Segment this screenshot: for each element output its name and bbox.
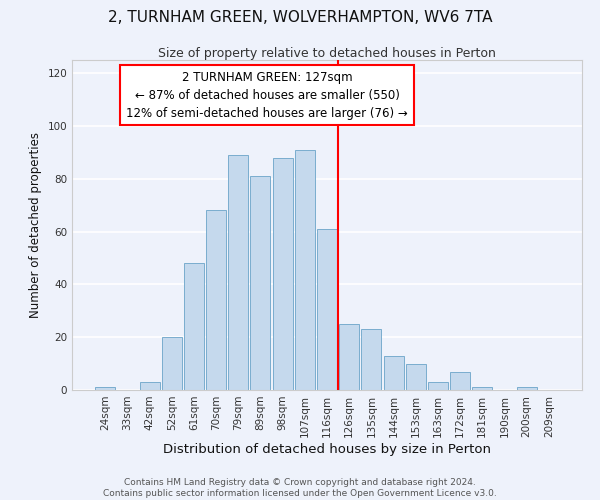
Text: Contains HM Land Registry data © Crown copyright and database right 2024.
Contai: Contains HM Land Registry data © Crown c… (103, 478, 497, 498)
Bar (361, 330, 382, 390)
Bar (272, 158, 293, 390)
Bar (339, 324, 359, 390)
Bar (184, 264, 204, 390)
Bar (228, 155, 248, 390)
Bar (517, 388, 536, 390)
Bar (250, 176, 271, 390)
Bar (317, 229, 337, 390)
Bar (162, 337, 182, 390)
Text: 2 TURNHAM GREEN: 127sqm
← 87% of detached houses are smaller (550)
12% of semi-d: 2 TURNHAM GREEN: 127sqm ← 87% of detache… (126, 70, 408, 120)
Y-axis label: Number of detached properties: Number of detached properties (29, 132, 42, 318)
Bar (428, 382, 448, 390)
Bar (206, 210, 226, 390)
Text: 2, TURNHAM GREEN, WOLVERHAMPTON, WV6 7TA: 2, TURNHAM GREEN, WOLVERHAMPTON, WV6 7TA (108, 10, 492, 25)
Bar (450, 372, 470, 390)
Bar (140, 382, 160, 390)
Bar (383, 356, 404, 390)
Bar (472, 388, 492, 390)
Bar (406, 364, 426, 390)
Title: Size of property relative to detached houses in Perton: Size of property relative to detached ho… (158, 47, 496, 60)
X-axis label: Distribution of detached houses by size in Perton: Distribution of detached houses by size … (163, 442, 491, 456)
Bar (95, 388, 115, 390)
Bar (295, 150, 315, 390)
